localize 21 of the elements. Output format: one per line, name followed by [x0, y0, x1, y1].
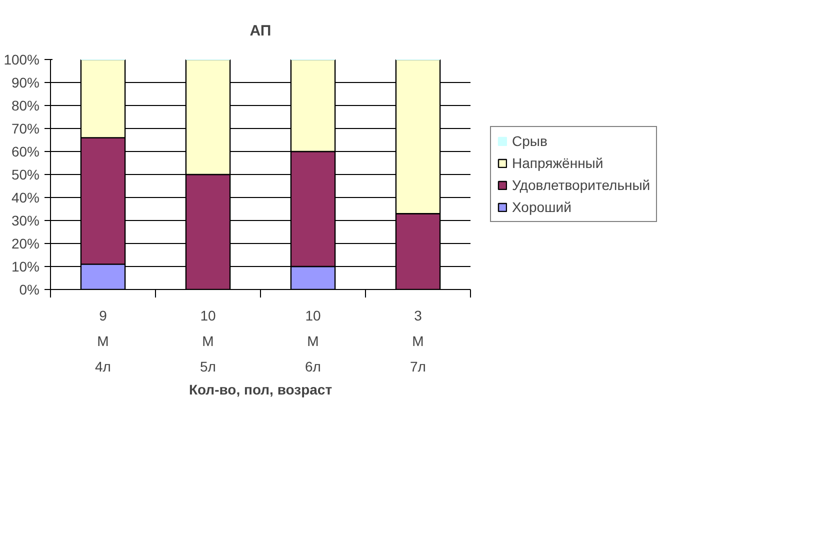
x-tick-label: 3 М 7л [410, 308, 426, 375]
chart-title: АП [250, 22, 272, 40]
legend-label: Удовлетворительный [512, 177, 650, 193]
y-tick-label: 100% [4, 52, 40, 68]
x-axis-title: Кол-во, пол, возраст [188, 382, 332, 398]
y-tick-label: 50% [11, 166, 40, 182]
legend-label: Напряжённый [512, 155, 604, 171]
legend-label: Хороший [512, 199, 572, 215]
x-tick-label: 10 М 5л [200, 308, 216, 375]
y-tick-label: 30% [11, 212, 40, 228]
y-tick-label: 0% [19, 282, 40, 298]
y-tick-label: 80% [11, 98, 40, 114]
x-tick-label: 10 М 6л [305, 308, 321, 375]
y-tick-label: 10% [11, 258, 40, 274]
y-tick-label: 60% [11, 144, 40, 160]
legend-label: Срыв [512, 133, 548, 149]
x-tick-label: 9 М 4л [95, 308, 111, 375]
y-tick-label: 90% [11, 74, 40, 90]
y-tick-label: 70% [11, 120, 40, 136]
y-tick-label: 40% [11, 190, 40, 206]
y-tick-label: 20% [11, 236, 40, 252]
